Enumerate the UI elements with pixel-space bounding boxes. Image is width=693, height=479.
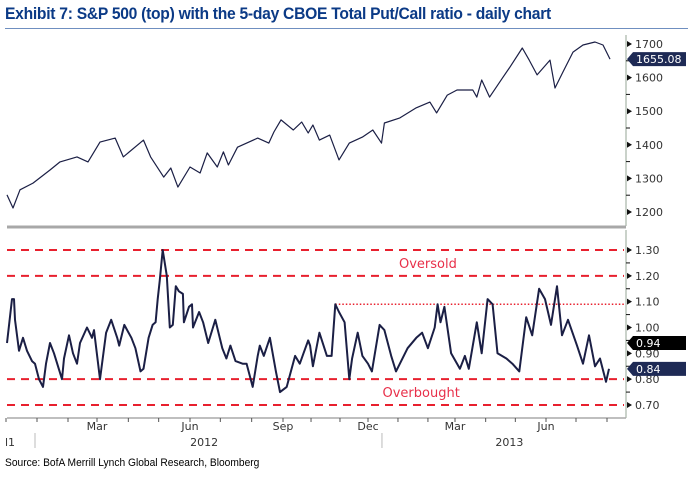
y-tick-marker-icon bbox=[627, 175, 632, 182]
y-tick-marker-icon bbox=[627, 74, 632, 81]
y-tick-marker-icon bbox=[627, 108, 632, 115]
last-value-tag-bg bbox=[627, 361, 686, 376]
y-tick-marker-icon bbox=[627, 41, 632, 47]
x-year-label: 2013 bbox=[495, 436, 523, 449]
x-month-label: Sep bbox=[273, 420, 294, 433]
x-month-label: Mar bbox=[445, 420, 466, 433]
y-tick-label: 1.20 bbox=[635, 270, 660, 283]
y-tick-marker-icon bbox=[627, 350, 632, 357]
y-tick-marker-icon bbox=[627, 402, 632, 408]
y-tick-marker-icon bbox=[627, 376, 632, 383]
x-year-label: 2012 bbox=[190, 436, 218, 449]
y-tick-marker-icon bbox=[627, 209, 632, 215]
x-axis: Mar Jun Sep Dec Mar Jun l1 2012 2013 bbox=[5, 225, 626, 449]
annotation-label: Oversold bbox=[399, 257, 457, 272]
secondary-value-tag: 0.94 bbox=[636, 337, 661, 350]
x-month-label: Jun bbox=[180, 420, 198, 433]
y-tick-marker-icon bbox=[627, 324, 632, 331]
y-tick-label: 1200 bbox=[635, 206, 663, 219]
last-value-tag: 0.84 bbox=[636, 363, 661, 376]
x-month-label: Dec bbox=[357, 420, 378, 433]
y-tick-marker-icon bbox=[627, 141, 632, 148]
title-underline bbox=[5, 28, 688, 29]
y-tick-marker-icon bbox=[627, 247, 632, 253]
y-tick-marker-icon bbox=[627, 272, 632, 279]
series-line bbox=[6, 41, 611, 209]
y-tick-label: 1.30 bbox=[635, 244, 660, 257]
y-tick-label: 1600 bbox=[635, 72, 663, 85]
x-month-label: Mar bbox=[87, 420, 108, 433]
y-tick-label: 1400 bbox=[635, 139, 663, 152]
y-tick-label: 0.90 bbox=[635, 347, 660, 360]
x-year-label: l1 bbox=[5, 436, 15, 449]
panel-divider bbox=[7, 225, 626, 229]
y-tick-label: 1300 bbox=[635, 172, 663, 185]
y-tick-label: 1700 bbox=[635, 38, 663, 51]
chart-title: Exhibit 7: S&P 500 (top) with the 5-day … bbox=[5, 4, 551, 23]
y-tick-marker-icon bbox=[627, 298, 632, 305]
annotation-label: Overbought bbox=[383, 386, 460, 401]
source-note: Source: BofA Merrill Lynch Global Resear… bbox=[5, 457, 260, 469]
series-line bbox=[6, 249, 610, 394]
x-month-label: Jun bbox=[536, 420, 554, 433]
bottom-panel-put-call: 1.30 1.20 1.10 1.00 0.90 0.80 0.70 Oversold Over… bbox=[6, 230, 686, 418]
y-tick-label: 0.80 bbox=[635, 373, 660, 386]
y-tick-label: 1.10 bbox=[635, 296, 660, 309]
y-tick-label: 0.70 bbox=[635, 399, 660, 412]
last-value-tag-bg bbox=[627, 52, 686, 67]
secondary-value-tag-bg bbox=[627, 336, 686, 350]
y-tick-label: 1500 bbox=[635, 105, 663, 118]
y-tick-label: 1.00 bbox=[635, 322, 660, 335]
last-value-tag: 1655.08 bbox=[636, 53, 682, 66]
top-panel-sp500: 1700 1600 1500 1400 1300 1200 1655.08 bbox=[6, 35, 686, 226]
